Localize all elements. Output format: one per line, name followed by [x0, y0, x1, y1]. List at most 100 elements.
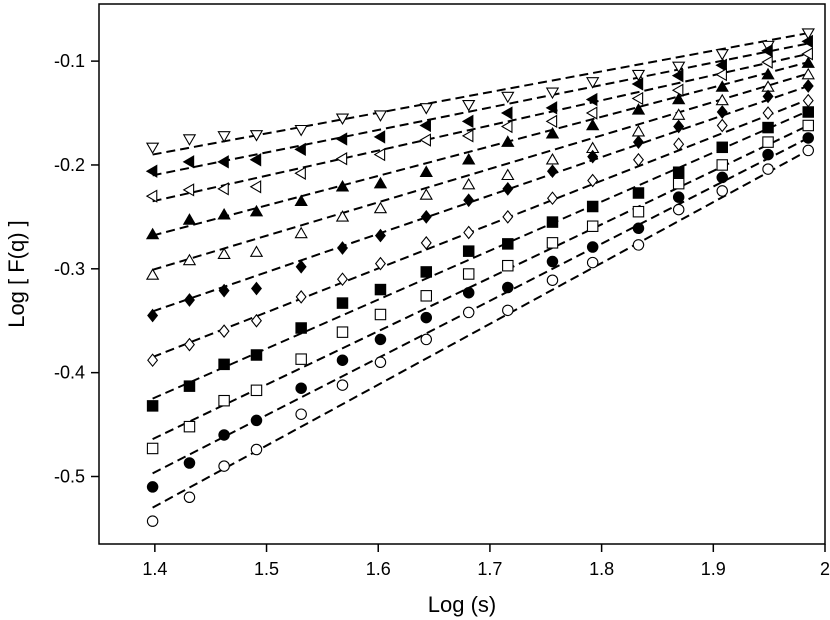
data-point [631, 77, 644, 91]
data-point [217, 207, 231, 220]
data-point [374, 228, 386, 243]
data-point [145, 268, 160, 280]
data-point [462, 152, 476, 165]
data-point [502, 259, 514, 272]
data-point [546, 164, 558, 179]
data-point [632, 239, 645, 251]
data-point [762, 89, 774, 104]
data-point [802, 119, 814, 132]
data-point [716, 171, 728, 184]
data-point [671, 68, 684, 83]
data-point [250, 281, 262, 296]
data-point [183, 491, 196, 504]
data-point [337, 241, 348, 255]
x-tick-label: 1.6 [366, 559, 391, 579]
data-point [462, 268, 475, 280]
data-point [419, 188, 433, 200]
data-point [461, 129, 474, 143]
data-point [715, 93, 729, 106]
data-point [545, 114, 558, 129]
data-point [420, 266, 433, 278]
data-point [762, 163, 774, 175]
data-point [218, 429, 230, 441]
data-point [373, 147, 386, 162]
data-point [802, 93, 814, 108]
data-point [802, 144, 814, 157]
data-point [672, 92, 686, 105]
data-point [761, 67, 775, 80]
fit-line [152, 72, 809, 271]
data-point [546, 274, 559, 286]
data-point [249, 130, 264, 142]
data-point [462, 177, 476, 190]
data-point [801, 28, 815, 40]
data-point [250, 443, 263, 456]
data-point [373, 130, 386, 144]
data-point [145, 189, 158, 203]
data-point [673, 119, 685, 134]
data-point [802, 132, 814, 144]
data-point [673, 137, 685, 152]
y-tick-label: -0.2 [54, 155, 85, 175]
y-axis-title: Log [ F(q) ] [4, 220, 29, 328]
data-point [546, 191, 558, 206]
data-point [294, 142, 306, 157]
data-point [461, 114, 474, 129]
data-point [586, 241, 599, 253]
data-point [183, 457, 196, 469]
data-point [373, 201, 388, 214]
data-point [716, 159, 728, 171]
data-point [632, 187, 645, 199]
data-point [249, 153, 262, 167]
y-tick-label: -0.1 [54, 51, 85, 71]
data-point [182, 213, 197, 225]
data-point [715, 80, 729, 92]
data-point [632, 222, 645, 235]
data-point [762, 136, 774, 148]
data-point [335, 179, 350, 192]
fit-line [152, 42, 809, 177]
data-point [145, 142, 160, 155]
data-point [147, 308, 159, 323]
data-point [336, 297, 349, 309]
data-point [545, 126, 560, 139]
fit-lines [152, 32, 809, 509]
data-point [462, 286, 475, 299]
data-point [295, 408, 307, 420]
data-point [146, 515, 159, 527]
data-point [716, 118, 728, 133]
data-point [295, 289, 307, 304]
data-point [631, 69, 646, 82]
data-point [587, 149, 599, 164]
data-point [146, 442, 159, 455]
data-point [373, 110, 388, 122]
data-point [295, 382, 307, 394]
data-point [295, 322, 307, 334]
fit-line [152, 149, 809, 509]
data-point [586, 220, 599, 232]
data-point [462, 245, 475, 257]
y-axis-ticks: -0.5 -0.4 -0.3 -0.2 -0.1 [54, 51, 99, 487]
data-point [146, 481, 159, 493]
data-point [337, 272, 348, 287]
data-point [183, 337, 195, 352]
data-point [672, 191, 685, 203]
data-point [585, 106, 598, 120]
data-point [586, 256, 599, 269]
data-point [218, 283, 230, 298]
data-points [145, 28, 815, 527]
data-point [419, 165, 433, 177]
x-tick-label: 1.8 [589, 559, 614, 579]
data-point [250, 384, 263, 397]
data-point [419, 103, 433, 115]
fit-line [152, 85, 809, 313]
data-point [762, 106, 774, 120]
data-point [217, 247, 231, 259]
data-point [801, 34, 813, 49]
data-point [632, 152, 644, 167]
data-point [335, 152, 348, 166]
data-point [217, 155, 229, 169]
data-point [183, 293, 195, 307]
data-point [761, 55, 773, 69]
data-point [145, 227, 160, 240]
